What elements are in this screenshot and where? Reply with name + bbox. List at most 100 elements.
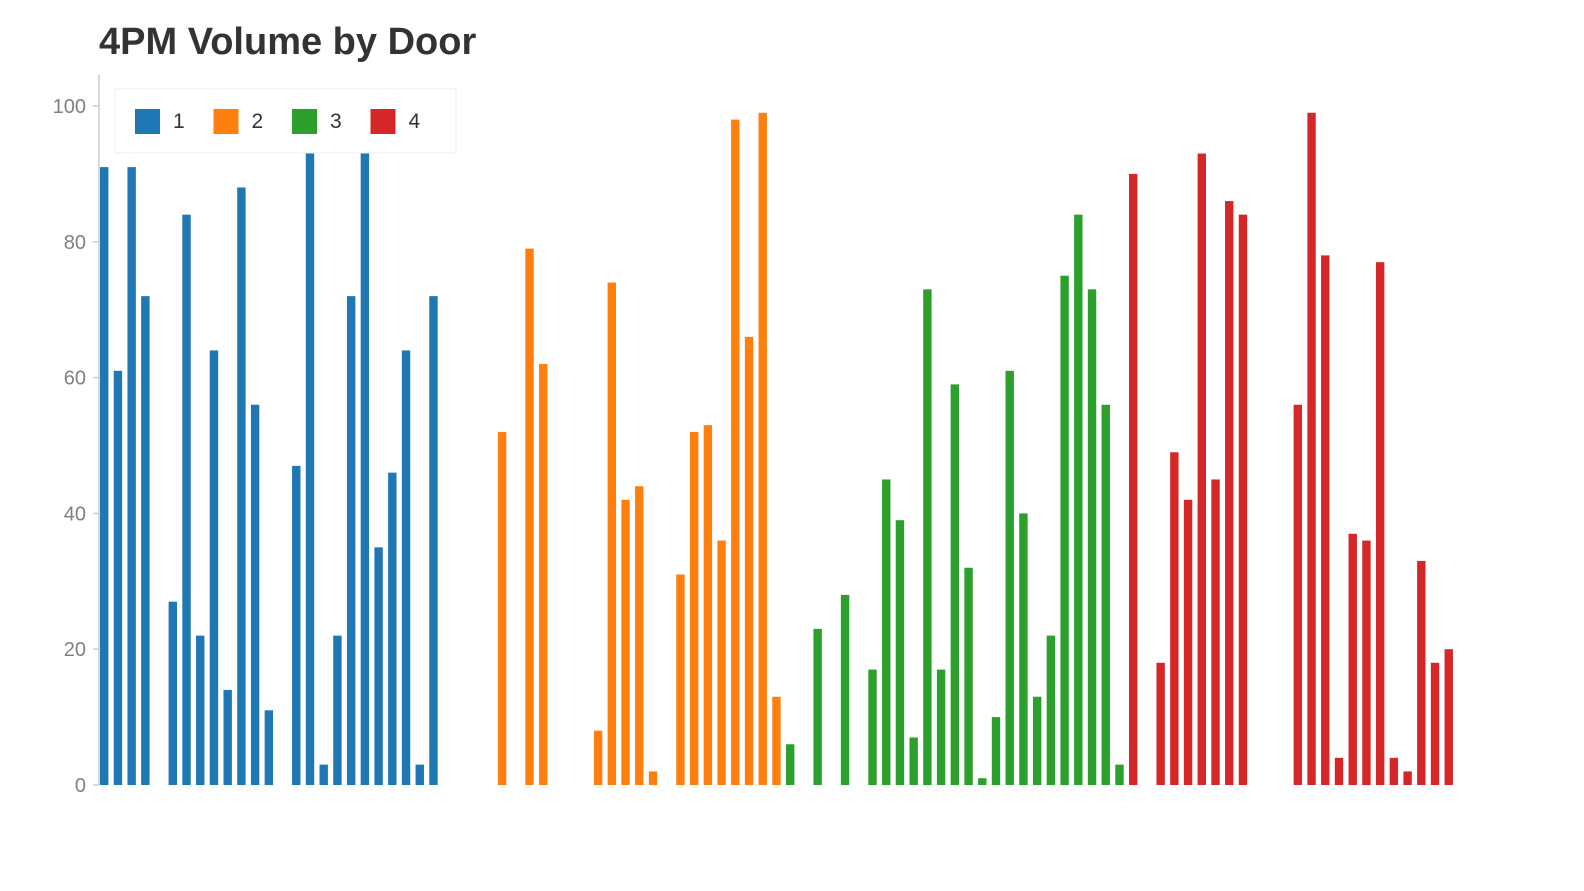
bar-series-2-12[interactable] (593, 730, 603, 785)
bar-series-1-18[interactable] (333, 635, 342, 785)
bar-series-2-25[interactable] (772, 696, 781, 785)
bar-series-4-9[interactable] (1238, 214, 1248, 785)
bar-series-3-10[interactable] (909, 737, 918, 785)
bar-series-1-12[interactable] (250, 404, 260, 785)
y-tick-label: 40 (64, 503, 86, 525)
bar-series-4-7[interactable] (1211, 479, 1220, 785)
bar-series-1-8[interactable] (196, 635, 205, 785)
bar-series-4-13[interactable] (1293, 404, 1303, 785)
bar-series-4-17[interactable] (1348, 533, 1357, 785)
bar-series-3-25[interactable] (1115, 764, 1124, 785)
bar-series-1-13[interactable] (264, 710, 274, 785)
y-axis: 0 20 40 60 80 100 (53, 75, 100, 797)
bar-series-4-19[interactable] (1375, 262, 1385, 785)
bar-series-3-1[interactable] (786, 744, 795, 785)
bar-series-3-7[interactable] (868, 669, 877, 785)
bar-series-2-21[interactable] (717, 540, 726, 785)
bar-series-3-14[interactable] (964, 567, 973, 785)
bar-series-2-14[interactable] (621, 499, 630, 785)
bar-series-1-22[interactable] (388, 472, 397, 785)
bar-series-2-22[interactable] (731, 119, 740, 785)
bar-series-1-9[interactable] (209, 350, 219, 785)
bar-series-2-7[interactable] (525, 248, 534, 786)
legend-label-1[interactable]: 1 (173, 110, 185, 133)
bar-series-1-11[interactable] (237, 187, 246, 786)
bar-series-2-5[interactable] (497, 431, 507, 785)
bar-series-1-7[interactable] (182, 214, 191, 785)
bar-series-2-19[interactable] (689, 431, 699, 785)
bar-series-3-21[interactable] (1060, 275, 1069, 785)
y-tick-label: 0 (75, 775, 86, 797)
bar-series-3-3[interactable] (813, 628, 822, 785)
y-tick-label: 20 (64, 639, 86, 661)
bar-series-4-6[interactable] (1197, 153, 1206, 785)
bar-series-1-25[interactable] (429, 296, 438, 785)
bar-series-1-23[interactable] (401, 350, 411, 785)
bar-series-4-21[interactable] (1403, 771, 1412, 785)
bar-series-1-17[interactable] (319, 764, 328, 785)
y-tick-label: 100 (53, 96, 86, 118)
bar-series-4-16[interactable] (1334, 757, 1344, 785)
legend-label-2[interactable]: 2 (252, 110, 264, 133)
bar-series-4-23[interactable] (1430, 662, 1440, 785)
bar-series-3-12[interactable] (936, 669, 946, 785)
bar-series-3-22[interactable] (1074, 214, 1083, 785)
legend-box (114, 88, 457, 154)
bar-series-1-6[interactable] (168, 601, 177, 785)
y-tick-label: 80 (64, 232, 86, 254)
bar-series-3-17[interactable] (1005, 370, 1014, 785)
bar-series-2-18[interactable] (676, 574, 685, 785)
bar-series-4-24[interactable] (1444, 649, 1453, 785)
legend: 1 2 3 4 (114, 88, 457, 154)
legend-label-3[interactable]: 3 (330, 110, 342, 133)
bar-series-1-19[interactable] (346, 296, 356, 785)
bar-series-1-16[interactable] (305, 119, 315, 785)
bar-series-2-8[interactable] (539, 364, 548, 785)
bar-series-2-23[interactable] (744, 336, 754, 785)
bar-series-3-24[interactable] (1101, 404, 1110, 785)
legend-swatch-4[interactable] (370, 109, 396, 134)
bar-series-1-20[interactable] (360, 119, 370, 785)
bars (100, 112, 1453, 786)
bar-series-1-3[interactable] (127, 167, 136, 786)
bar-series-4-20[interactable] (1389, 757, 1399, 785)
bar-series-1-21[interactable] (374, 547, 383, 785)
legend-swatch-2[interactable] (213, 109, 239, 134)
bar-series-3-16[interactable] (991, 717, 1001, 785)
chart-title: 4PM Volume by Door (99, 21, 477, 63)
bar-series-1-1[interactable] (100, 167, 109, 786)
legend-swatch-1[interactable] (135, 109, 160, 134)
bar-series-2-16[interactable] (648, 771, 658, 785)
y-tick-label: 60 (64, 368, 86, 390)
bar-series-4-1[interactable] (1129, 173, 1138, 785)
bar-series-4-14[interactable] (1307, 112, 1316, 786)
bar-series-2-15[interactable] (635, 486, 644, 785)
bar-series-4-5[interactable] (1183, 499, 1193, 785)
bar-series-3-23[interactable] (1087, 289, 1097, 785)
bar-series-3-9[interactable] (895, 520, 905, 785)
bar-series-1-4[interactable] (141, 296, 150, 785)
bar-series-4-4[interactable] (1170, 452, 1179, 785)
bar-series-4-22[interactable] (1417, 560, 1426, 785)
bar-series-3-13[interactable] (950, 384, 960, 785)
bar-series-2-24[interactable] (758, 112, 767, 786)
bar-series-3-5[interactable] (840, 594, 850, 785)
bar-series-4-8[interactable] (1225, 201, 1234, 785)
bar-series-4-18[interactable] (1362, 540, 1371, 785)
legend-label-4[interactable]: 4 (409, 110, 421, 133)
bar-series-2-20[interactable] (703, 425, 713, 785)
bar-series-3-15[interactable] (978, 778, 987, 785)
bar-series-3-18[interactable] (1019, 513, 1028, 785)
bar-series-1-24[interactable] (415, 764, 424, 785)
bar-series-3-11[interactable] (923, 289, 932, 785)
bar-series-1-2[interactable] (113, 370, 123, 785)
legend-swatch-3[interactable] (292, 109, 317, 134)
bar-series-3-19[interactable] (1032, 696, 1042, 785)
bar-series-1-10[interactable] (223, 689, 232, 785)
bar-series-3-8[interactable] (882, 479, 891, 785)
bar-series-4-15[interactable] (1321, 255, 1330, 785)
bar-series-2-13[interactable] (607, 282, 617, 785)
bar-series-3-20[interactable] (1046, 635, 1056, 785)
bar-series-4-3[interactable] (1156, 662, 1165, 785)
bar-series-1-15[interactable] (292, 465, 301, 785)
